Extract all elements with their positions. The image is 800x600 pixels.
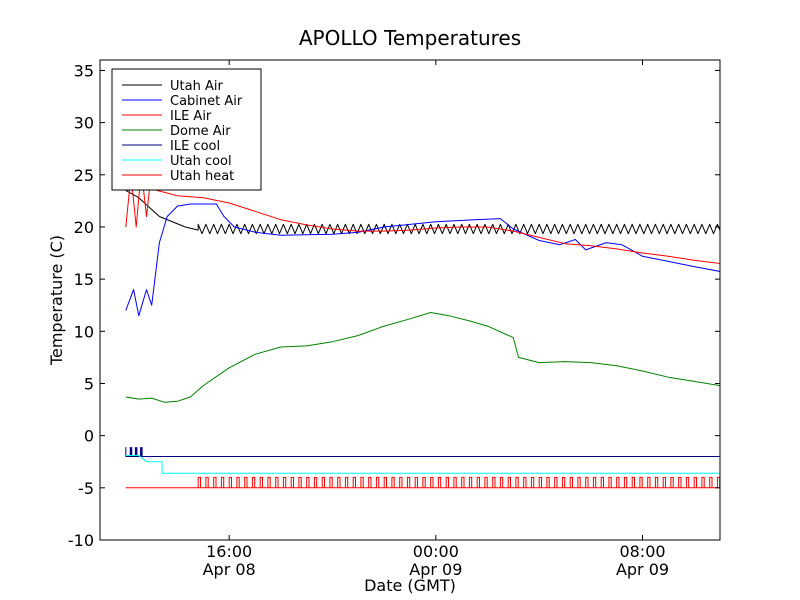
legend-label: ILE cool [170,139,220,154]
series-dome-air [125,312,720,403]
series-line-ile-cool [125,447,720,457]
y-tick-label: -10 [68,531,94,550]
legend-entry-cabinet-air: Cabinet Air [122,94,243,109]
y-tick-label: -5 [78,479,94,498]
legend-label: Utah heat [170,169,234,184]
legend-entry-utah-heat: Utah heat [122,169,234,184]
series-pulses-utah-heat [197,476,720,488]
y-tick-label: 5 [84,374,94,393]
plot-frame [99,59,721,541]
legend-label: Utah cool [170,154,232,169]
legend-entry-dome-air: Dome Air [122,124,231,139]
series-line-utah-cool [125,455,720,474]
x-axis-label: Date (GMT) [364,576,456,595]
y-tick-label: 15 [74,270,94,289]
y-tick-label: 20 [74,218,94,237]
x-tick-label-time: 08:00 [619,542,665,561]
series-utah-heat [125,476,720,489]
y-tick-label: 25 [74,166,94,185]
series-cabinet-air [125,203,720,317]
series-utah-air [125,189,720,235]
series-ile-cool [125,447,720,457]
y-tick-label: 35 [74,61,94,80]
series-line-dome-air [125,312,720,403]
legend-entry-ile-air: ILE Air [122,109,212,124]
y-tick-label: 0 [84,427,94,446]
series-line-utah-air [125,189,720,235]
y-tick-label: 30 [74,114,94,133]
x-tick-label-date: Apr 09 [409,560,462,579]
legend-entry-utah-cool: Utah cool [122,154,232,169]
legend-entry-utah-air: Utah Air [122,79,223,94]
legend-entry-ile-cool: ILE cool [122,139,220,154]
legend-label: Cabinet Air [170,94,243,109]
legend-label: Utah Air [170,79,223,94]
legend-label: Dome Air [170,124,231,139]
y-axis-label: Temperature (C) [47,235,66,366]
chart-title: APOLLO Temperatures [299,26,521,50]
series-utah-cool [125,455,720,474]
x-tick-label-time: 00:00 [413,542,459,561]
y-tick-label: 10 [74,322,94,341]
x-tick-label-date: Apr 08 [203,560,256,579]
series-line-cabinet-air [125,203,720,317]
x-tick-label-date: Apr 09 [616,560,669,579]
legend-label: ILE Air [170,109,212,124]
x-tick-label-time: 16:00 [206,542,252,561]
